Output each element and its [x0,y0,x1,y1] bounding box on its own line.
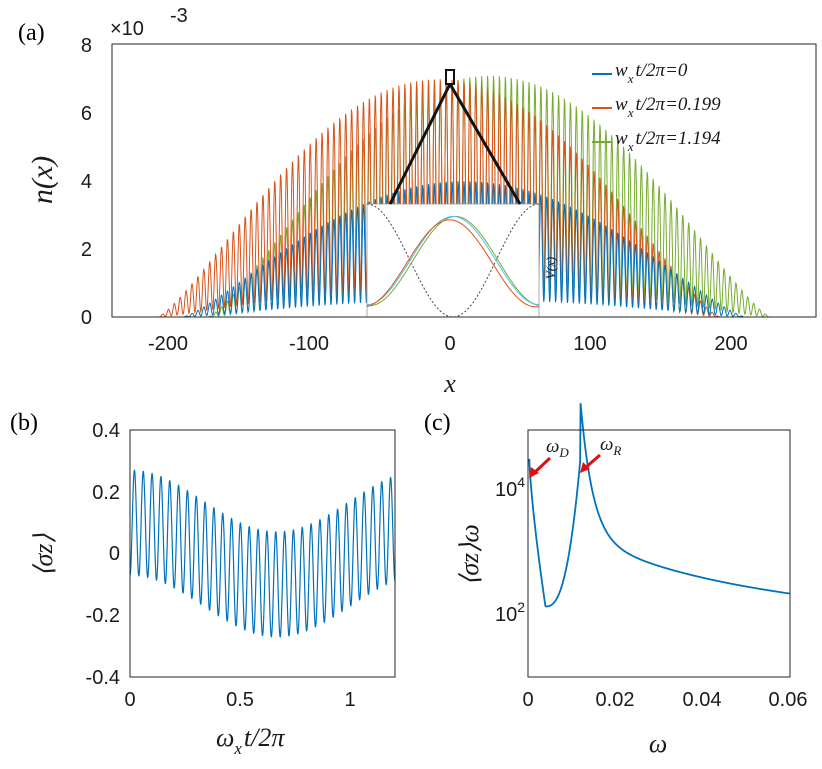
arrow-omega-r-shaft [584,453,601,470]
panel-b-ylabel: ⟨σz⟩ [29,533,58,576]
panel-b-label: (b) [10,410,38,436]
panel-b-frame [129,429,396,678]
legend-0-rest: t/2π=0 [635,60,687,81]
panel-a-inset: V(x) [366,203,558,318]
zoom-marker-box [445,69,455,85]
annotation-omega-d: ωD [529,436,569,478]
panel-a-scale-exponent: -3 [170,5,188,27]
panel-b-y-ticks: 0.4 0.2 0 -0.2 -0.4 [86,420,120,689]
panel-c-series-line [528,403,791,608]
zoom-line-left [388,83,452,205]
legend-1-rest: t/2π=0.199 [635,94,721,115]
a-xtick-200: 200 [714,333,747,355]
a-xtick-0: 0 [444,333,455,355]
legend-2-rest: t/2π=1.194 [635,128,721,149]
a-ytick-4: 4 [81,171,92,193]
panel-a-label: (a) [18,20,45,46]
a-xtick-m100: -100 [289,333,329,355]
panel-a-legend: wx t/2π=0 wx t/2π=0.199 wx t/2π=1.194 [592,60,721,154]
legend-2-sub: x [627,139,634,154]
b-ytick-m0.4: -0.4 [86,667,120,689]
legend-2-main: w [615,128,628,149]
omega-r-main: ω [600,434,613,455]
panel-a-scale-factor: ×10 [110,18,144,40]
panel-c-frame [527,429,791,678]
label-omega-d: ωD [546,436,569,460]
panel-a-xlabel: x [443,369,456,398]
arrow-omega-d-shaft [532,456,552,475]
panel-c-ylabel: ⟨σz⟩ω [455,524,484,586]
panel-b-xlabel: ωxt/2π [216,723,285,758]
a-xtick-m200: -200 [148,333,188,355]
panel-c-xlabel: ω [649,729,667,758]
omega-r-sub: R [612,443,621,458]
legend-0-sub: x [627,71,634,86]
b-xtick-0.5: 0.5 [226,689,254,711]
inset-blue-curve [366,215,540,306]
b-xtick-0: 0 [124,689,135,711]
arrow-omega-d-head [529,467,539,478]
omega-d-sub: D [558,445,569,460]
zoom-line-right [448,83,522,205]
c-ytick-1e2: 102 [495,599,525,626]
legend-1-sub: x [627,105,634,120]
b-xlabel-main: ω [216,723,234,752]
panel-a-x-ticks: -200 -100 0 100 200 [148,333,748,355]
omega-d-main: ω [546,436,559,457]
annotation-omega-r: ωR [580,434,621,473]
legend-0-main: w [615,60,628,81]
panel-a-series-line-0 [112,181,816,318]
a-ytick-8: 8 [81,35,92,57]
c-ytick-1e4: 104 [495,474,525,501]
arrow-omega-r-head [580,462,590,473]
b-xlabel-rest: t/2π [244,723,285,752]
a-xtick-100: 100 [573,333,606,355]
b-ytick-0: 0 [109,543,120,565]
a-ytick-2: 2 [81,239,92,261]
c-xtick-0: 0 [522,689,533,711]
panel-a-plot-area [112,75,816,318]
panel-c-label: (c) [424,410,451,436]
panel-b-x-ticks: 0 0.5 1 [124,689,355,711]
legend-1-main: w [615,94,628,115]
panel-a-ylabel: n(x) [26,156,59,204]
legend-entry-1: wx t/2π=0.199 [615,94,721,120]
panel-b-series-line [129,469,396,638]
panel-a-frame [111,43,817,318]
panel-c-x-ticks: 0 0.02 0.04 0.06 [522,689,807,711]
a-ytick-0: 0 [81,307,92,329]
b-ytick-m0.2: -0.2 [86,605,120,627]
b-ytick-0.4: 0.4 [92,420,120,442]
panel-a-y-ticks: 0 2 4 6 8 [81,35,92,329]
inset-ylabel: V(x) [543,257,558,279]
inset-potential-curve [366,203,540,318]
panel-c-y-ticks: 104 102 [495,474,525,626]
label-omega-r: ωR [600,434,621,458]
legend-entry-2: wx t/2π=1.194 [615,128,721,154]
legend-entry-0: wx t/2π=0 [615,60,688,86]
b-xlabel-sub: x [233,739,242,758]
c-xtick-0.02: 0.02 [596,689,635,711]
inset-frame [366,203,540,318]
c-xtick-0.04: 0.04 [683,689,722,711]
b-ytick-0.2: 0.2 [92,482,120,504]
b-xtick-1: 1 [344,689,355,711]
a-ytick-6: 6 [81,103,92,125]
c-xtick-0.06: 0.06 [769,689,808,711]
inset-red-curve [366,219,540,308]
